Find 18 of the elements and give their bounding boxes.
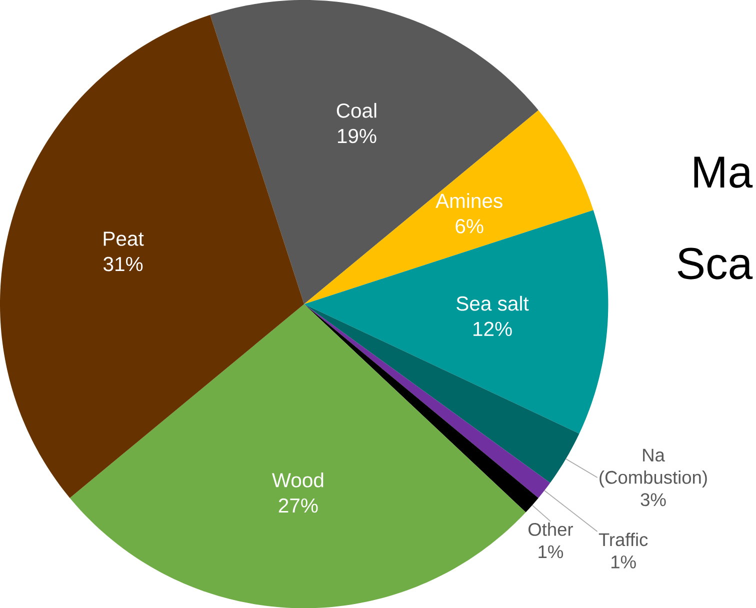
slice-label: Peat (104, 232, 144, 246)
data-label: 6% (456, 218, 484, 234)
slice-label: Amines (436, 193, 502, 208)
slice-label: Wood (272, 472, 324, 488)
slice-label: Coal (336, 102, 376, 118)
text: Ma (694, 156, 753, 188)
data-label: 3% (640, 493, 666, 506)
data-label: 1% (612, 555, 636, 568)
data-label: 27% (278, 498, 318, 513)
data-label: 19% (338, 128, 376, 144)
text: Sca (678, 248, 753, 280)
slice-label: Other (528, 522, 573, 536)
slice-label: Sea salt (456, 296, 529, 311)
data-label: 12% (474, 322, 512, 336)
data-label: 1% (538, 545, 564, 558)
slice-label: Traffic (598, 532, 648, 546)
slice-label: Na (Combustion) (600, 448, 707, 488)
data-label: 31% (104, 256, 143, 272)
